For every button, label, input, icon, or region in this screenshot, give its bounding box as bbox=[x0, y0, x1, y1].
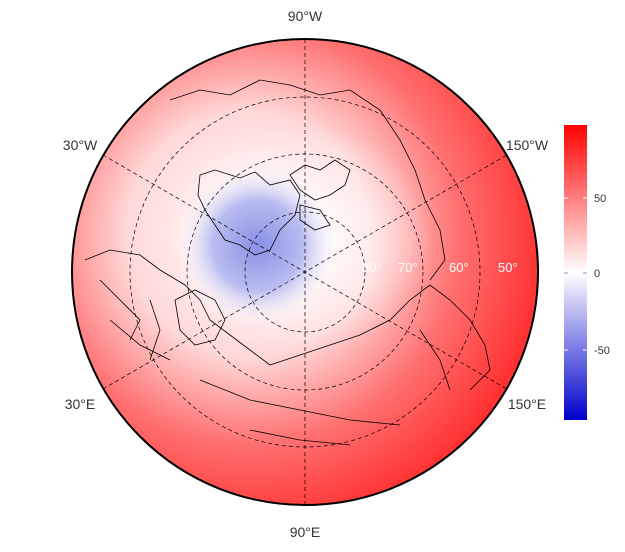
meridian-30e-150w bbox=[102, 154, 508, 390]
lon-label-top: 90°W bbox=[288, 8, 323, 24]
lat-label-60: 60° bbox=[449, 260, 469, 275]
colorbar-gradient bbox=[564, 125, 587, 420]
colorbar-tick-label: 50 bbox=[594, 193, 606, 205]
coast-scandinavia bbox=[174, 289, 226, 346]
graticule bbox=[102, 39, 508, 505]
lon-label-lower-left: 30°E bbox=[65, 396, 96, 412]
field-negative-anomaly bbox=[176, 163, 340, 327]
lat-label-70: 70° bbox=[398, 260, 418, 275]
coast-greenland bbox=[197, 169, 301, 256]
colorbar: 50 0 -50 bbox=[564, 125, 610, 420]
lat-label-50: 50° bbox=[498, 260, 518, 275]
coast-far-east bbox=[429, 284, 491, 391]
lon-label-bottom: 90°E bbox=[290, 524, 321, 540]
border-asia bbox=[199, 329, 451, 446]
border-europe bbox=[99, 279, 171, 361]
coast-canadian-archipelago bbox=[289, 159, 351, 231]
coastlines bbox=[84, 79, 491, 446]
map-boundary bbox=[71, 38, 539, 506]
colorbar-tick-label: -50 bbox=[594, 345, 610, 357]
lon-label-upper-right: 150°W bbox=[506, 137, 549, 153]
coast-north-america bbox=[169, 79, 446, 281]
coast-siberia bbox=[269, 284, 431, 366]
colorbar-tick-label: 0 bbox=[594, 268, 600, 280]
coast-eurasia-west bbox=[84, 249, 271, 366]
lat-circle-80 bbox=[244, 211, 366, 333]
lat-label-80: 80° bbox=[362, 260, 382, 275]
lon-label-lower-right: 150°E bbox=[508, 396, 546, 412]
lon-label-upper-left: 30°W bbox=[63, 137, 98, 153]
